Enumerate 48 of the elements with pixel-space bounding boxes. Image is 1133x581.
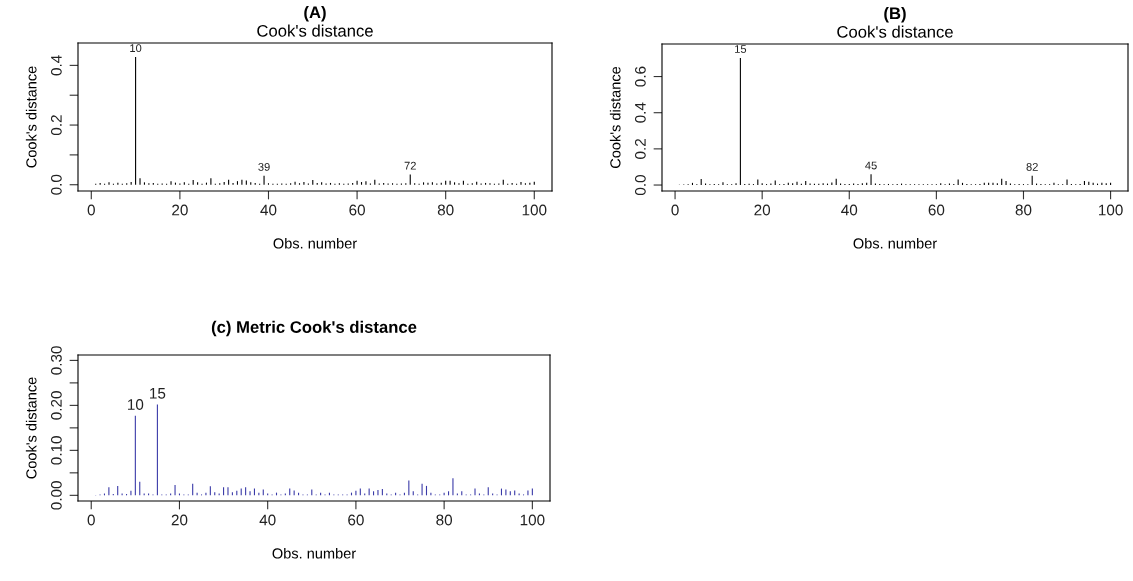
- y-axis-title: Cook's distance: [25, 66, 37, 168]
- annotation: 72: [404, 161, 416, 170]
- x-tick-label: 60: [349, 204, 365, 216]
- y-tick-label: 0.0: [634, 175, 646, 196]
- x-tick-label: 20: [171, 514, 188, 526]
- y-tick-label: 0.4: [50, 55, 62, 76]
- y-tick-label: 0.2: [50, 115, 62, 136]
- x-tick-label: 60: [928, 204, 945, 216]
- x-tick-label: 40: [259, 514, 276, 526]
- chart-title: (c) Metric Cook's distance: [211, 320, 417, 337]
- x-tick-label: 40: [260, 204, 277, 216]
- x-axis-title: Obs. number: [273, 237, 357, 249]
- y-axis-title: Cook's distance: [609, 66, 621, 168]
- annotation: 82: [1026, 162, 1038, 171]
- annotation: 10: [130, 44, 142, 53]
- x-axis-title: Obs. number: [853, 237, 937, 249]
- annotation: 15: [150, 388, 166, 399]
- x-tick-label: 80: [1015, 204, 1032, 216]
- y-axis-title: Cook's distance: [25, 377, 37, 479]
- x-tick-label: 60: [348, 514, 364, 526]
- x-tick-label: 0: [87, 514, 95, 526]
- x-tick-label: 80: [437, 204, 454, 216]
- x-tick-label: 0: [87, 204, 95, 216]
- chart-subtitle: Cook's distance: [837, 25, 953, 38]
- x-tick-label: 100: [520, 514, 545, 526]
- x-tick-label: 80: [436, 514, 453, 526]
- y-tick-label: 0.10: [50, 436, 62, 465]
- x-tick-label: 100: [1099, 204, 1123, 216]
- y-tick-label: 0.20: [50, 391, 62, 420]
- annotation: 45: [865, 161, 877, 170]
- y-tick-label: 0.4: [634, 102, 646, 123]
- y-tick-label: 0.2: [634, 139, 646, 159]
- annotation: 39: [258, 162, 270, 171]
- chart-subtitle: Cook's distance: [257, 24, 373, 37]
- y-tick-label: 0.6: [634, 66, 646, 87]
- x-tick-label: 20: [754, 204, 771, 216]
- y-tick-label: 0.00: [50, 481, 62, 510]
- annotation: 10: [128, 399, 144, 410]
- x-tick-label: 20: [172, 204, 188, 216]
- x-tick-label: 40: [841, 204, 858, 216]
- x-axis-title: Obs. number: [272, 547, 356, 559]
- y-tick-label: 0.30: [50, 346, 62, 375]
- y-tick-label: 0.0: [50, 174, 62, 195]
- chart-title: (A): [304, 5, 326, 22]
- x-tick-label: 0: [671, 204, 679, 216]
- chart-title: (B): [884, 6, 906, 23]
- annotation: 15: [735, 45, 747, 53]
- x-tick-label: 100: [522, 204, 547, 216]
